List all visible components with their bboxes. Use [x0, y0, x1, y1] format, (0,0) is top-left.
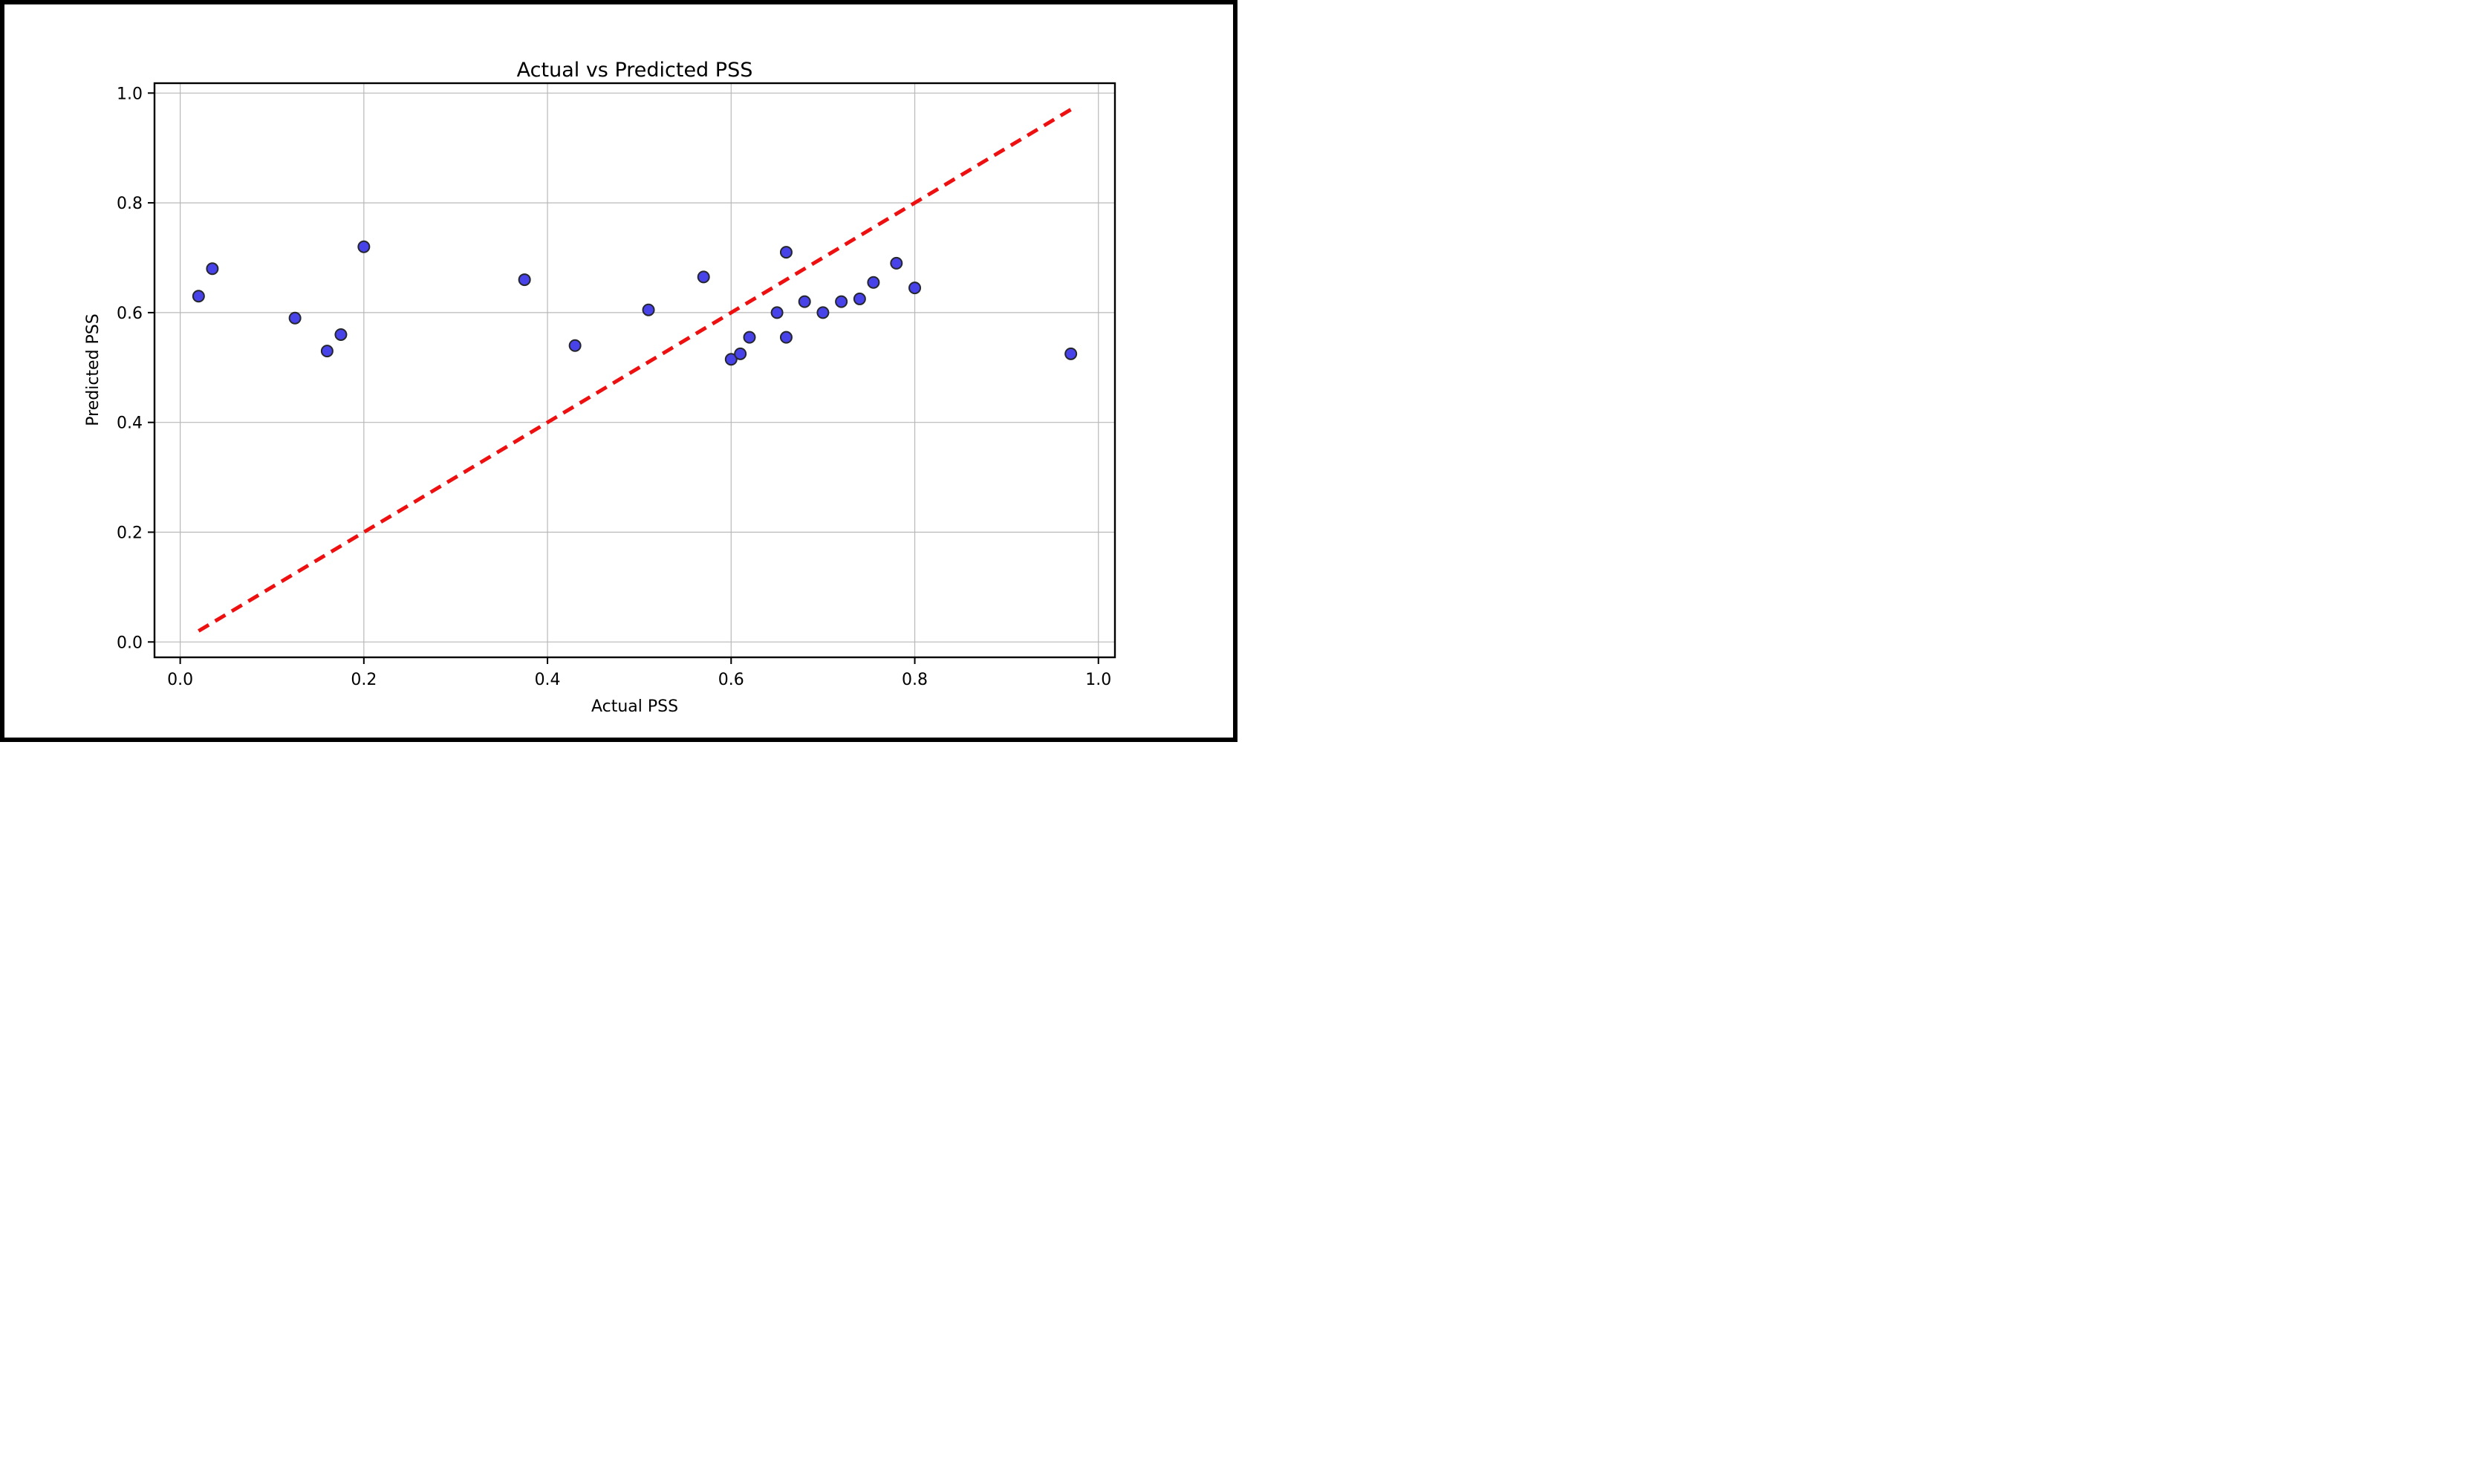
data-point — [1064, 347, 1078, 360]
data-point — [770, 306, 784, 319]
point-layer — [192, 240, 1078, 366]
data-point — [734, 347, 747, 360]
y-tick-label: 0.4 — [117, 414, 143, 433]
x-tick-label: 0.6 — [718, 671, 744, 689]
data-point — [816, 306, 830, 319]
line-layer — [198, 108, 1072, 633]
data-point — [320, 345, 334, 358]
data-point — [357, 240, 371, 253]
data-point — [743, 331, 756, 344]
data-point — [518, 273, 531, 287]
y-tick-label: 0.6 — [117, 305, 143, 323]
data-point — [890, 256, 903, 270]
scatter-plot-canvas: 0.0 0.2 0.4 0.6 0.8 1.0 0.0 0.2 0.4 0.6 0.8 1.0 Act… — [84, 59, 1116, 716]
data-point — [908, 281, 922, 295]
y-tick-label: 0.0 — [117, 634, 143, 652]
identity-line — [198, 108, 1072, 633]
x-axis-label: Actual PSS — [591, 697, 678, 716]
chart-title: Actual vs Predicted PSS — [517, 59, 753, 82]
grid-layer — [155, 83, 1115, 657]
axis-layer: 0.0 0.2 0.4 0.6 0.8 1.0 0.0 0.2 0.4 0.6 0.8 1.0 — [117, 85, 1111, 689]
y-tick-label: 0.2 — [117, 524, 143, 543]
x-tick-label: 1.0 — [1085, 671, 1111, 689]
data-point — [206, 262, 219, 276]
data-point — [798, 295, 811, 308]
data-point — [853, 292, 866, 305]
data-point — [779, 246, 793, 259]
x-tick-label: 0.0 — [167, 671, 193, 689]
y-axis-label: Predicted PSS — [84, 313, 103, 426]
data-point — [192, 290, 205, 303]
figure-frame: 0.0 0.2 0.4 0.6 0.8 1.0 0.0 0.2 0.4 0.6 0.8 1.0 Act… — [0, 0, 1238, 742]
data-point — [697, 270, 710, 284]
plot-area-spines — [153, 82, 1116, 659]
y-tick-label: 1.0 — [117, 85, 143, 103]
x-tick-label: 0.8 — [902, 671, 928, 689]
y-tick-label: 0.8 — [117, 195, 143, 213]
x-tick-label: 0.4 — [535, 671, 561, 689]
data-point — [642, 303, 655, 316]
data-point — [835, 295, 848, 308]
x-tick-label: 0.2 — [351, 671, 377, 689]
data-point — [867, 276, 880, 289]
data-point — [779, 331, 793, 344]
data-point — [288, 311, 302, 325]
data-point — [334, 328, 348, 341]
data-point — [568, 339, 582, 352]
data-point — [724, 353, 738, 366]
